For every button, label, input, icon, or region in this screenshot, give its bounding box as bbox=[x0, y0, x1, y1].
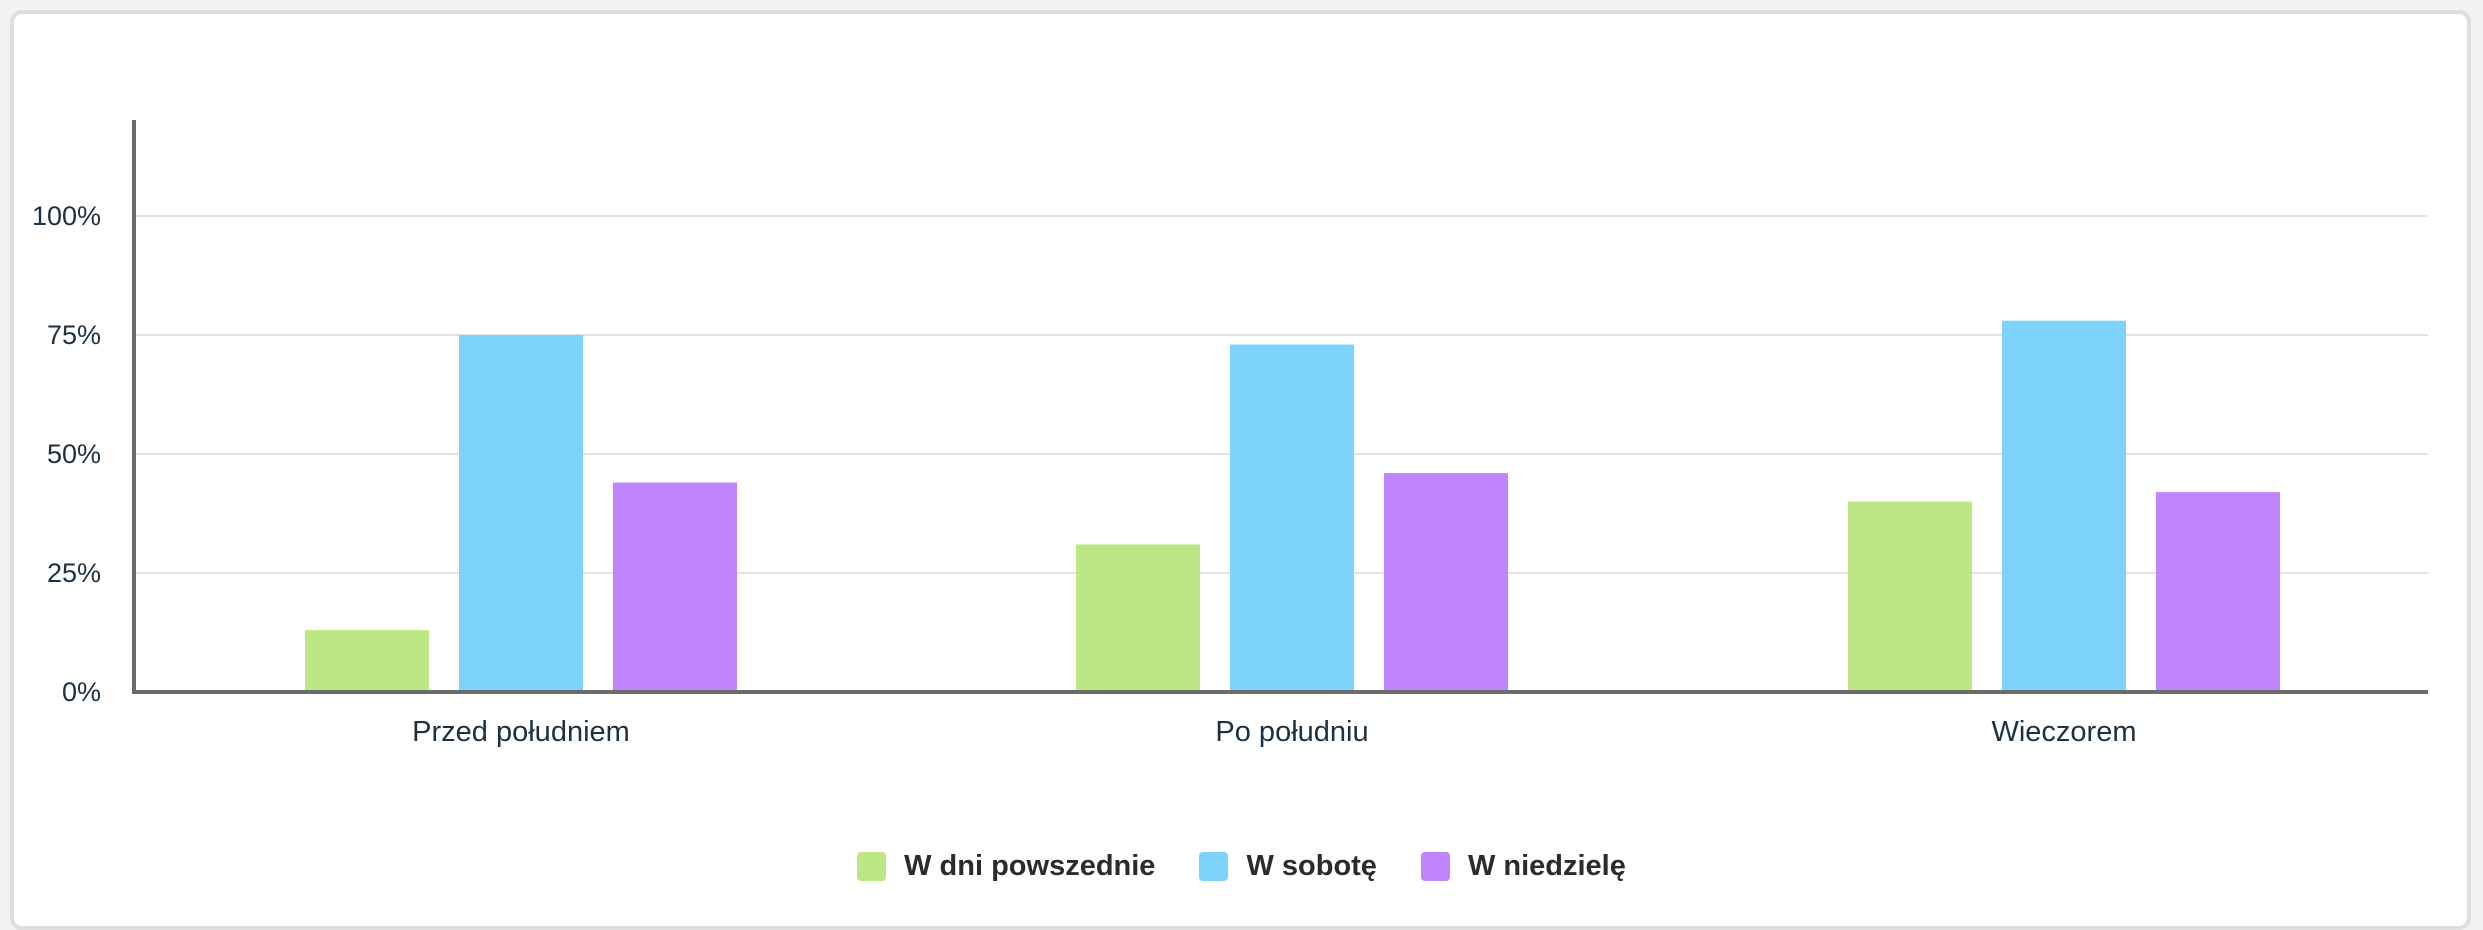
legend-label: W sobotę bbox=[1246, 850, 1377, 882]
bar bbox=[1848, 501, 1972, 692]
bar bbox=[2156, 492, 2280, 692]
bar bbox=[2002, 320, 2126, 692]
axes bbox=[132, 120, 2428, 694]
legend: W dni powszednie W sobotę W niedzielę bbox=[0, 850, 2483, 883]
legend-item[interactable]: W sobotę bbox=[1199, 850, 1377, 883]
legend-swatch bbox=[1199, 852, 1229, 881]
legend-swatch bbox=[1420, 852, 1450, 881]
bars bbox=[305, 320, 2280, 692]
bar bbox=[613, 482, 737, 692]
x-axis-labels: Przed południem Po południu Wieczorem bbox=[412, 716, 2136, 748]
legend-swatch bbox=[857, 852, 887, 881]
bar bbox=[305, 630, 429, 692]
y-axis-ticks: 0% 25% 50% 75% 100% bbox=[32, 201, 101, 707]
legend-item[interactable]: W dni powszednie bbox=[857, 850, 1155, 883]
bar bbox=[1230, 344, 1354, 692]
legend-item[interactable]: W niedzielę bbox=[1420, 850, 1626, 883]
y-tick-label: 25% bbox=[47, 558, 101, 588]
bar bbox=[1076, 544, 1200, 692]
bar bbox=[459, 335, 583, 692]
x-category-label: Wieczorem bbox=[1991, 716, 2136, 748]
legend-label: W niedzielę bbox=[1467, 850, 1626, 882]
y-tick-label: 50% bbox=[47, 439, 101, 469]
y-tick-label: 100% bbox=[32, 201, 101, 231]
x-category-label: Po południu bbox=[1215, 716, 1368, 748]
y-tick-label: 75% bbox=[47, 320, 101, 350]
legend-label: W dni powszednie bbox=[904, 850, 1156, 882]
y-tick-label: 0% bbox=[62, 677, 101, 707]
bar bbox=[1384, 473, 1508, 692]
x-category-label: Przed południem bbox=[412, 716, 630, 748]
